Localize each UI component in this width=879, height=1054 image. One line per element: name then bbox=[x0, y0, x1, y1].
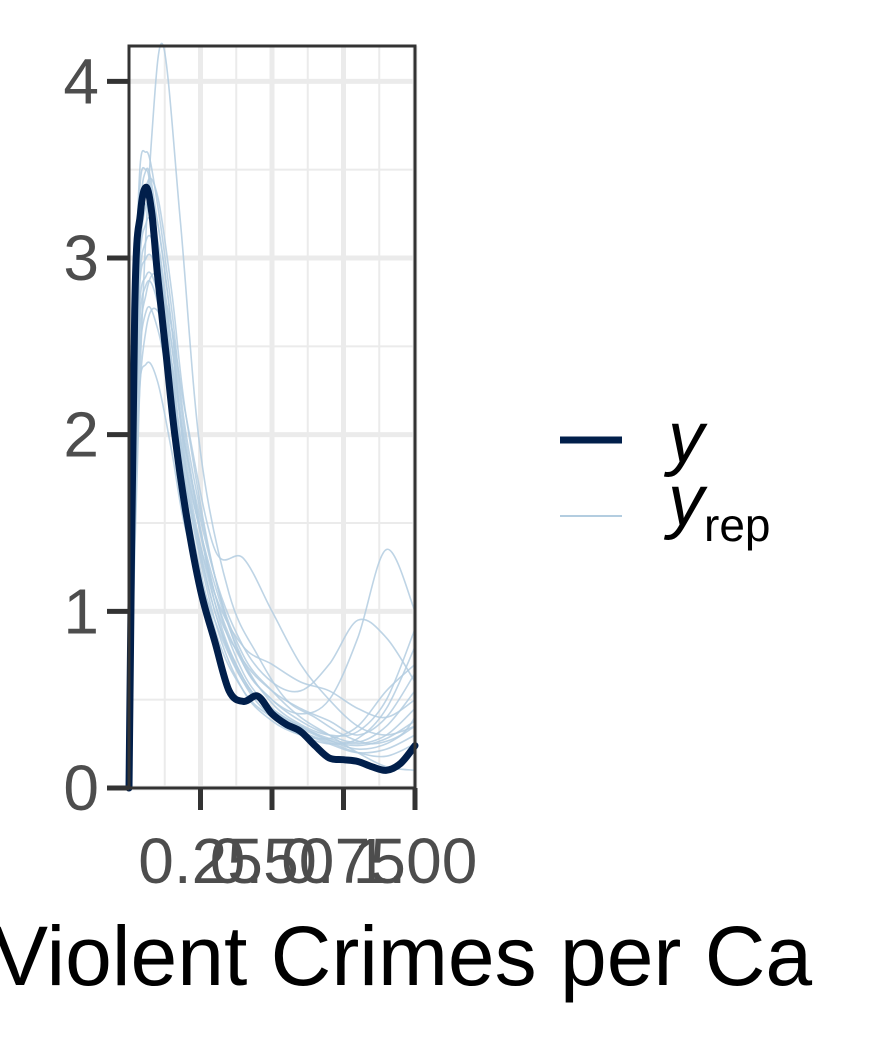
x-tick-label-3: 1.00 bbox=[353, 825, 478, 897]
x-tick-label-2: 0.75 bbox=[281, 825, 406, 897]
x-axis-title: Violent Crimes per Ca bbox=[0, 909, 812, 1003]
y-axis: 0 1 2 3 4 bbox=[63, 45, 129, 824]
y-line bbox=[125, 183, 419, 792]
y-series-group bbox=[125, 183, 419, 792]
x-tick-label-0: 0.25 bbox=[138, 825, 263, 897]
yrep-line-13 bbox=[128, 307, 416, 753]
y-tick-label-2: 2 bbox=[63, 399, 99, 471]
legend: y yrep bbox=[560, 398, 770, 551]
yrep-line-6 bbox=[128, 305, 416, 753]
y-tick-label-3: 3 bbox=[63, 222, 99, 294]
yrep-line-9 bbox=[128, 272, 416, 753]
legend-label-yrep: yrep bbox=[663, 461, 770, 551]
legend-label-yrep-base: y bbox=[663, 461, 708, 541]
y-tick-label-0: 0 bbox=[63, 752, 99, 824]
x-tick-label-1: 0.50 bbox=[210, 825, 335, 897]
y-tick-label-1: 1 bbox=[63, 575, 99, 647]
plot-panel bbox=[125, 42, 419, 792]
legend-label-yrep-subscript: rep bbox=[704, 499, 770, 551]
x-axis: 0.250.500.751.00 bbox=[138, 788, 477, 897]
y-tick-label-4: 4 bbox=[63, 45, 99, 117]
yrep-line-15 bbox=[128, 279, 416, 737]
legend-label-y: y bbox=[663, 398, 708, 478]
